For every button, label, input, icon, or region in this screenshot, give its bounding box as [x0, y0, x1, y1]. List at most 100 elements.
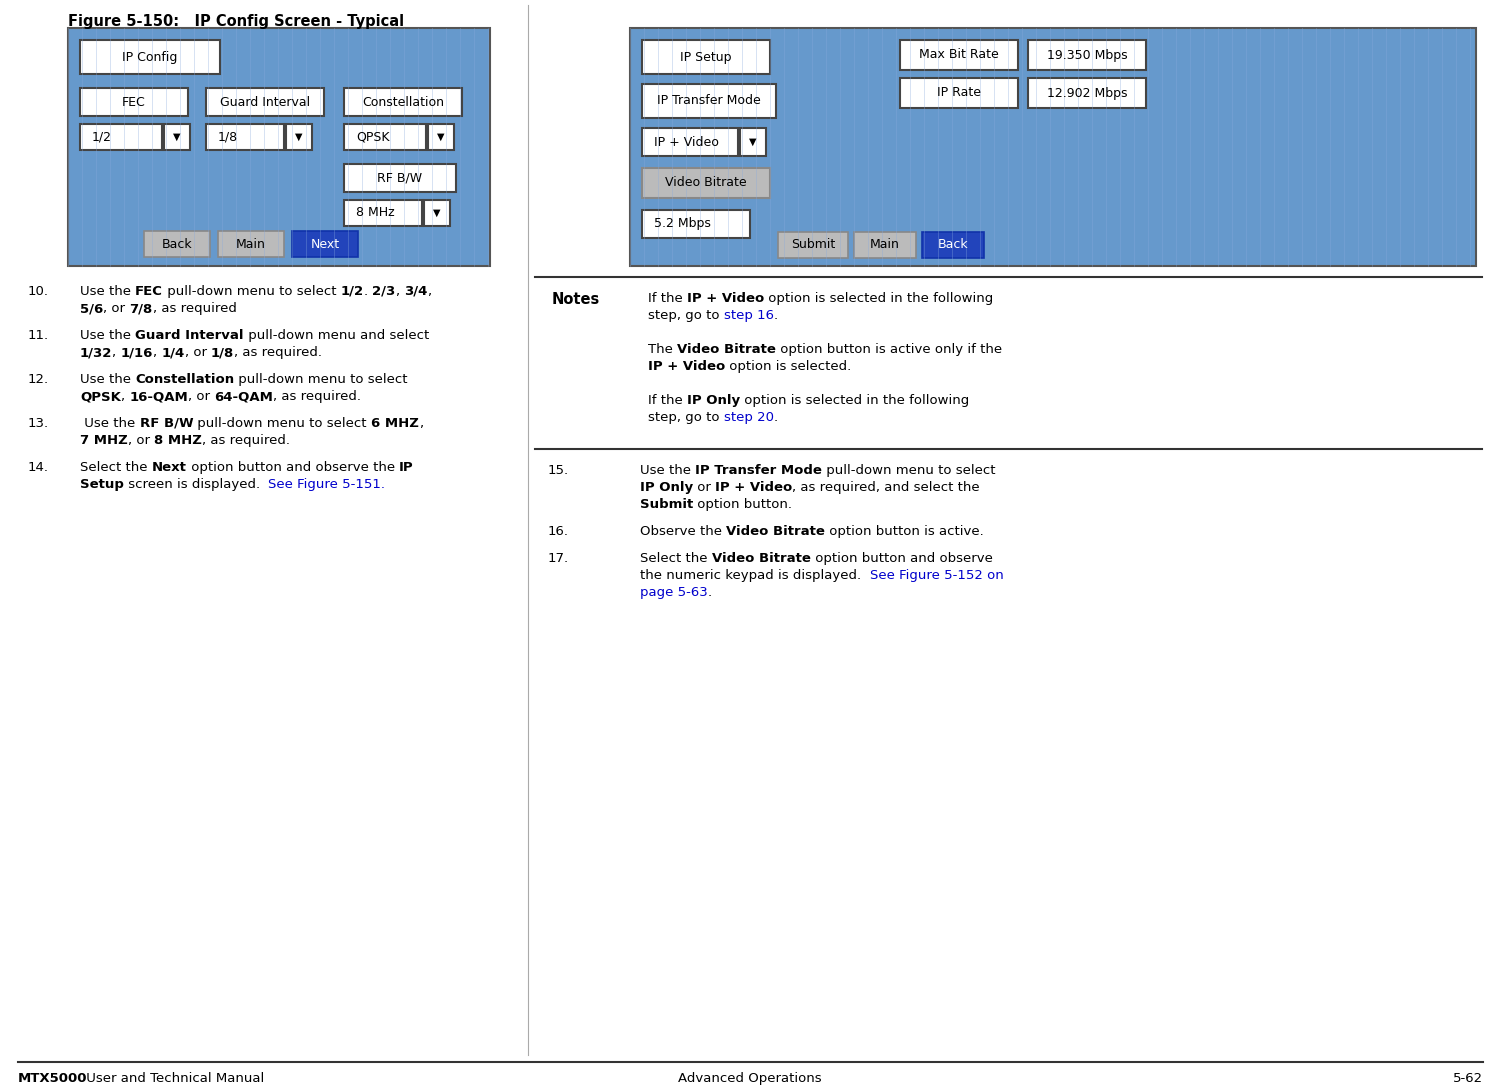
FancyBboxPatch shape [164, 124, 191, 149]
FancyBboxPatch shape [642, 40, 770, 74]
Text: The: The [648, 343, 677, 356]
Text: Guard Interval: Guard Interval [221, 96, 311, 108]
Text: ▼: ▼ [749, 137, 757, 147]
Text: 1/32: 1/32 [80, 346, 113, 359]
Text: FEC: FEC [122, 96, 146, 108]
Text: Next: Next [311, 238, 339, 251]
Text: 13.: 13. [29, 417, 50, 430]
Text: FEC: FEC [135, 285, 164, 298]
FancyBboxPatch shape [344, 88, 462, 116]
Text: If the: If the [648, 292, 687, 305]
Text: , as required, and select the: , as required, and select the [793, 481, 980, 494]
Text: ▼: ▼ [173, 132, 180, 142]
Text: Use the: Use the [80, 373, 135, 386]
FancyBboxPatch shape [901, 40, 1018, 70]
Text: IP Rate: IP Rate [937, 86, 982, 99]
Text: , or: , or [104, 302, 129, 315]
FancyBboxPatch shape [80, 40, 221, 74]
Text: ,: , [419, 417, 423, 430]
Text: 1/2: 1/2 [92, 131, 113, 144]
Text: option button and observe: option button and observe [811, 552, 992, 565]
Text: Next: Next [152, 461, 186, 473]
Text: IP Transfer Mode: IP Transfer Mode [695, 464, 823, 477]
FancyBboxPatch shape [344, 124, 426, 149]
Text: IP + Video: IP + Video [648, 360, 725, 373]
Text: RF B/W: RF B/W [140, 417, 194, 430]
Text: pull-down menu to select: pull-down menu to select [164, 285, 341, 298]
Text: Video Bitrate: Video Bitrate [665, 177, 747, 190]
FancyBboxPatch shape [1028, 40, 1145, 70]
Text: 8 MHz: 8 MHz [356, 206, 395, 219]
FancyBboxPatch shape [1028, 77, 1145, 108]
Text: IP Transfer Mode: IP Transfer Mode [657, 95, 761, 108]
Text: Back: Back [938, 239, 968, 252]
Text: 5-62: 5-62 [1453, 1072, 1483, 1086]
Text: pull-down menu to select: pull-down menu to select [823, 464, 995, 477]
Text: 12.902 Mbps: 12.902 Mbps [1046, 86, 1127, 99]
FancyBboxPatch shape [428, 124, 453, 149]
Text: Video Bitrate: Video Bitrate [726, 525, 826, 538]
Text: Notes: Notes [552, 292, 600, 307]
Text: 11.: 11. [29, 329, 50, 341]
FancyBboxPatch shape [68, 28, 489, 266]
Text: QPSK: QPSK [80, 389, 122, 403]
FancyBboxPatch shape [740, 128, 766, 156]
Text: IP Setup: IP Setup [680, 50, 732, 63]
FancyBboxPatch shape [630, 28, 1475, 266]
Text: Figure 5-150:   IP Config Screen - Typical: Figure 5-150: IP Config Screen - Typical [68, 14, 404, 29]
Text: 10.: 10. [29, 285, 50, 298]
Text: ,: , [122, 389, 129, 403]
Text: Main: Main [871, 239, 901, 252]
Text: 1/4: 1/4 [162, 346, 185, 359]
Text: See Figure 5-152 on: See Figure 5-152 on [869, 570, 1003, 582]
Text: step 20: step 20 [723, 411, 773, 424]
Text: Main: Main [236, 238, 266, 251]
Text: .: . [773, 309, 778, 322]
Text: screen is displayed.: screen is displayed. [125, 478, 269, 491]
Text: step, go to: step, go to [648, 411, 723, 424]
Text: 12.: 12. [29, 373, 50, 386]
Text: , as required.: , as required. [234, 346, 323, 359]
Text: Use the: Use the [80, 417, 140, 430]
Text: ,: , [153, 346, 162, 359]
FancyBboxPatch shape [642, 84, 776, 118]
Text: Constellation: Constellation [362, 96, 444, 108]
FancyBboxPatch shape [206, 88, 324, 116]
Text: Advanced Operations: Advanced Operations [678, 1072, 823, 1086]
Text: Use the: Use the [80, 329, 135, 341]
Text: , as required.: , as required. [201, 434, 290, 447]
Text: Setup: Setup [80, 478, 125, 491]
Text: pull-down menu to select: pull-down menu to select [194, 417, 371, 430]
Text: IP + Video: IP + Video [716, 481, 793, 494]
Text: 17.: 17. [548, 552, 569, 565]
Text: option is selected in the following: option is selected in the following [740, 394, 970, 407]
Text: IP Only: IP Only [687, 394, 740, 407]
Text: 15.: 15. [548, 464, 569, 477]
FancyBboxPatch shape [778, 232, 848, 257]
Text: , or: , or [185, 346, 212, 359]
Text: 8 MHZ: 8 MHZ [155, 434, 201, 447]
Text: 16-QAM: 16-QAM [129, 389, 188, 403]
Text: See Figure 5-151.: See Figure 5-151. [269, 478, 386, 491]
FancyBboxPatch shape [206, 124, 284, 149]
Text: 7/8: 7/8 [129, 302, 153, 315]
FancyBboxPatch shape [642, 128, 738, 156]
Text: option button is active only if the: option button is active only if the [776, 343, 1003, 356]
Text: 14.: 14. [29, 461, 50, 473]
Text: MTX5000: MTX5000 [18, 1072, 87, 1086]
Text: 1/16: 1/16 [120, 346, 153, 359]
Text: 1/2: 1/2 [341, 285, 365, 298]
FancyBboxPatch shape [642, 209, 750, 238]
Text: RF B/W: RF B/W [377, 171, 423, 184]
Text: Select the: Select the [80, 461, 152, 473]
Text: IP + Video: IP + Video [654, 135, 719, 148]
FancyBboxPatch shape [344, 200, 422, 226]
Text: Select the: Select the [639, 552, 711, 565]
Text: the numeric keypad is displayed.: the numeric keypad is displayed. [639, 570, 869, 582]
Text: 19.350 Mbps: 19.350 Mbps [1046, 48, 1127, 61]
Text: , as required: , as required [153, 302, 237, 315]
FancyBboxPatch shape [287, 124, 312, 149]
Text: option is selected in the following: option is selected in the following [764, 292, 994, 305]
FancyBboxPatch shape [642, 168, 770, 197]
Text: ▼: ▼ [296, 132, 303, 142]
